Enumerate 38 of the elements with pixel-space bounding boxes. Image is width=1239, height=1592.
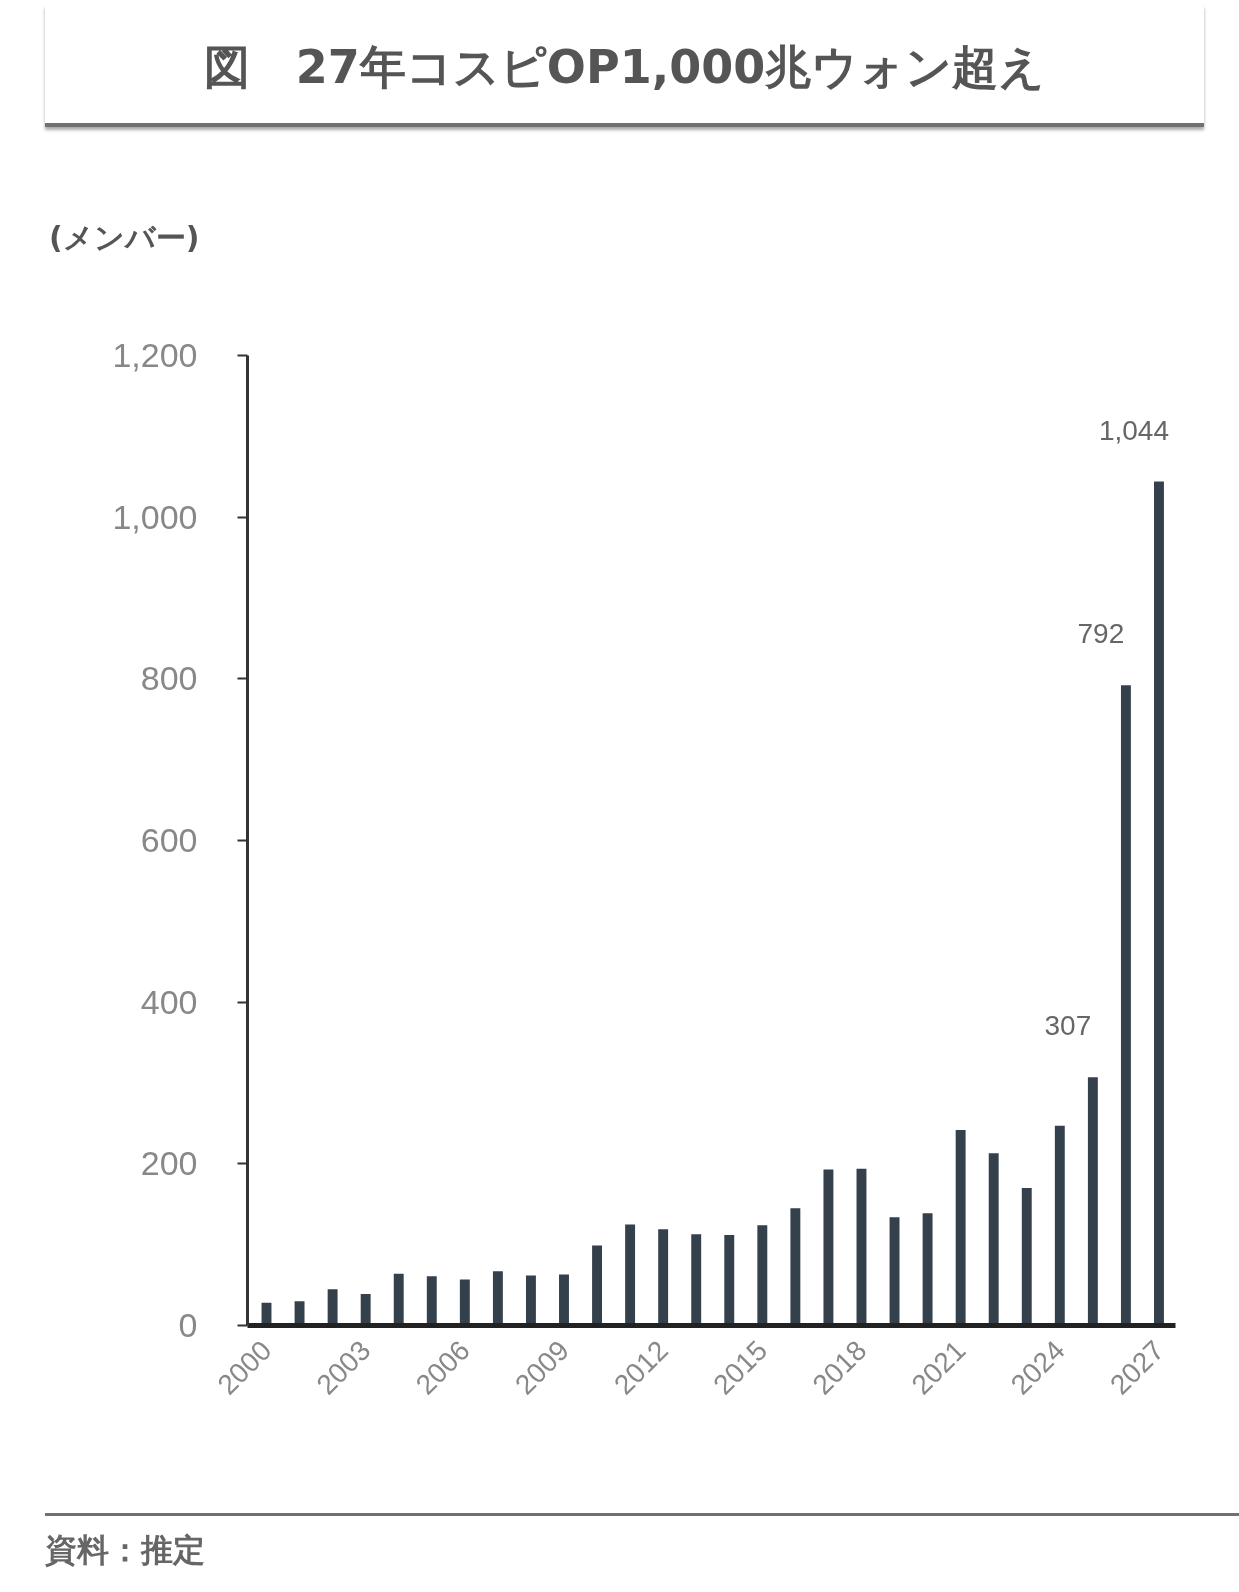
bar — [1120, 685, 1131, 1326]
bar — [1021, 1188, 1032, 1326]
bar — [757, 1225, 768, 1326]
y-tick-label: 400 — [140, 982, 198, 1021]
bar — [988, 1153, 999, 1326]
bar — [691, 1234, 702, 1326]
y-tick-label: 1,200 — [112, 336, 198, 374]
text: 資料：推定 — [45, 1530, 206, 1571]
chart-title: 図 27年コスピOP1,000兆ウォン超え — [45, 5, 1204, 127]
data-label: 307 — [1044, 1010, 1092, 1042]
y-tick-label: 200 — [140, 1144, 198, 1183]
bar — [525, 1275, 536, 1326]
bar — [658, 1229, 669, 1326]
bar — [360, 1293, 371, 1326]
bar — [1087, 1077, 1098, 1326]
bar — [790, 1208, 801, 1326]
bar — [724, 1234, 735, 1326]
bar — [625, 1224, 636, 1326]
bar — [823, 1169, 834, 1326]
data-label: 792 — [1077, 618, 1125, 650]
bar — [1054, 1125, 1065, 1326]
bar — [459, 1279, 470, 1326]
y-tick-label: 800 — [140, 659, 198, 698]
bar — [492, 1271, 503, 1326]
bar — [426, 1276, 437, 1326]
bar — [955, 1129, 966, 1326]
y-tick-label: 0 — [178, 1306, 198, 1344]
y-axis-title: (メンバー) — [49, 219, 200, 257]
bar — [327, 1289, 338, 1326]
bar — [592, 1245, 603, 1326]
bar — [294, 1301, 305, 1326]
y-tick-label: 1,000 — [112, 497, 198, 536]
y-tick-label: 600 — [140, 821, 198, 859]
bar — [559, 1274, 569, 1326]
bar — [393, 1273, 404, 1326]
bar — [922, 1213, 933, 1326]
bar — [1154, 481, 1164, 1326]
data-label: 1,044 — [1098, 414, 1170, 446]
